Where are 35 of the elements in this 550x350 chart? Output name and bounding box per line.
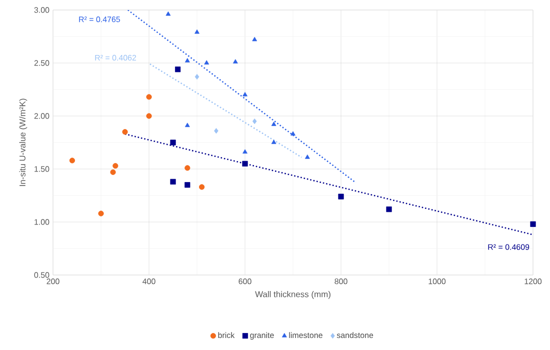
point — [69, 158, 75, 164]
point — [146, 94, 152, 100]
point — [170, 178, 176, 185]
point — [110, 169, 116, 175]
point — [338, 194, 344, 200]
point — [242, 160, 248, 166]
point — [170, 140, 176, 146]
point — [386, 206, 392, 212]
point — [184, 122, 190, 128]
point — [232, 59, 238, 64]
point — [242, 92, 248, 96]
point — [271, 122, 276, 126]
point — [122, 129, 128, 135]
y-axis-title: In-situ U-value (W/m²K) — [19, 98, 28, 186]
point — [530, 221, 536, 227]
point — [184, 165, 190, 171]
point — [98, 210, 104, 216]
point — [242, 149, 248, 154]
x-axis-title: Wall thickness (mm) — [255, 291, 330, 299]
point — [146, 113, 152, 119]
point — [252, 118, 257, 124]
point — [252, 36, 258, 42]
point — [194, 29, 200, 34]
point — [184, 58, 190, 62]
point — [166, 11, 171, 16]
point — [184, 182, 190, 188]
point — [199, 184, 205, 190]
point — [112, 163, 118, 169]
point — [204, 60, 210, 64]
point — [194, 74, 200, 80]
point — [175, 66, 181, 72]
point — [290, 131, 296, 136]
point — [271, 140, 276, 144]
point — [304, 154, 310, 159]
point — [214, 128, 218, 134]
